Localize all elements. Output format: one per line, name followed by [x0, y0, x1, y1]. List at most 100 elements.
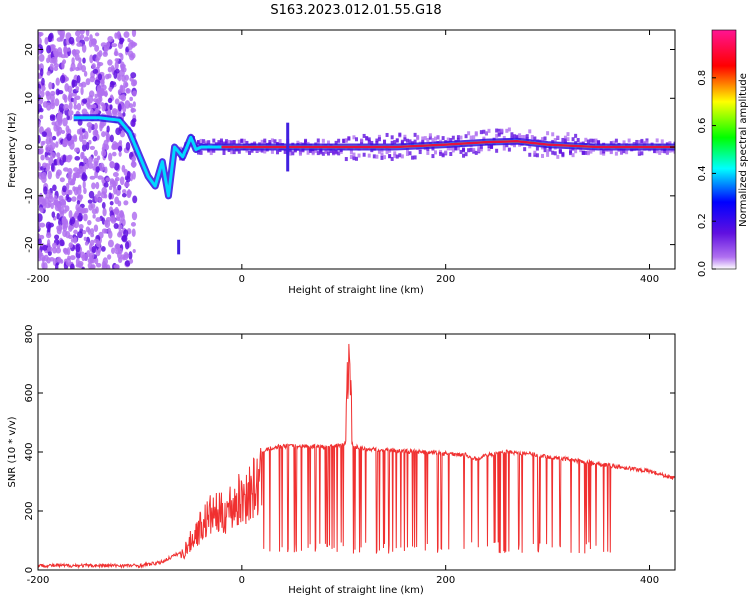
noise-blob — [118, 95, 125, 100]
band-cell — [268, 140, 272, 145]
noise-blob — [117, 184, 122, 191]
noise-blob — [38, 46, 41, 55]
noise-blob — [38, 64, 42, 71]
band-cell — [230, 140, 234, 145]
noise-blob — [102, 207, 107, 217]
band-cell — [400, 154, 404, 159]
band-cell — [512, 134, 516, 139]
spectrogram-xlabel: Height of straight line (km) — [288, 285, 424, 296]
noise-blob — [62, 209, 67, 214]
spectrogram-ytick-label: -20 — [24, 236, 35, 252]
band-cell — [385, 150, 389, 155]
band-cell — [535, 146, 539, 151]
noise-blob — [63, 46, 68, 55]
noise-blob — [58, 224, 63, 232]
band-cell — [497, 132, 501, 137]
band-cell — [558, 149, 562, 154]
noise-blob — [130, 79, 137, 87]
noise-blob — [114, 60, 119, 70]
noise-blob — [130, 52, 136, 59]
noise-blob — [94, 160, 99, 167]
noise-blob — [92, 214, 96, 219]
noise-blob — [52, 242, 57, 249]
noise-blob — [117, 103, 122, 112]
noise-blob — [120, 61, 125, 71]
noise-blob — [100, 42, 107, 48]
noise-blob — [41, 244, 48, 251]
noise-blob — [41, 162, 48, 168]
noise-blob — [55, 141, 59, 148]
band-cell — [390, 156, 394, 161]
noise-blob — [131, 30, 137, 38]
band-cell — [642, 140, 646, 145]
band-cell — [594, 138, 598, 143]
band-cell — [212, 148, 216, 153]
noise-blob — [124, 241, 130, 250]
snr-content — [38, 343, 675, 570]
noise-blob — [82, 180, 86, 190]
noise-blob — [53, 159, 57, 166]
band-cell — [403, 134, 407, 139]
noise-blob — [90, 104, 97, 109]
band-cell — [484, 131, 488, 136]
band-cell — [436, 135, 440, 140]
noise-blob — [121, 74, 126, 82]
noise-blob — [100, 246, 106, 252]
band-cell — [668, 141, 672, 146]
band-cell — [278, 139, 282, 144]
band-cell — [304, 140, 308, 145]
noise-blob — [87, 219, 92, 226]
band-cell — [553, 151, 557, 156]
noise-blob — [103, 194, 108, 199]
noise-blob — [114, 178, 118, 187]
band-cell — [541, 153, 545, 158]
noise-blob — [95, 56, 100, 63]
noise-blob — [114, 244, 119, 252]
band-cell — [179, 146, 183, 151]
band-cell — [459, 135, 463, 140]
noise-blob — [53, 200, 58, 206]
noise-blob — [94, 194, 99, 203]
noise-blob — [91, 182, 96, 190]
noise-blob — [116, 216, 121, 222]
noise-blob — [114, 98, 120, 105]
noise-blob — [109, 200, 114, 206]
band-cell — [298, 151, 302, 156]
band-cell — [426, 137, 430, 142]
noise-blob — [94, 32, 100, 37]
noise-blob — [105, 177, 111, 182]
band-cell — [507, 127, 511, 132]
noise-blob — [73, 167, 79, 172]
noise-blob — [38, 220, 41, 230]
noise-blob — [126, 190, 132, 196]
noise-blob — [50, 44, 56, 50]
band-cell — [663, 149, 667, 154]
band-cell — [390, 140, 394, 145]
noise-blob — [70, 263, 75, 269]
noise-blob — [67, 173, 71, 180]
noise-blob — [46, 70, 51, 76]
band-cell — [362, 133, 366, 138]
snr-ytick-label: 600 — [24, 383, 35, 402]
band-cell — [247, 150, 251, 155]
snr-ylabel: SNR (10 * v/v) — [7, 416, 18, 487]
noise-blob — [38, 93, 41, 101]
noise-blob — [51, 121, 56, 126]
noise-blob — [38, 88, 42, 95]
band-cell — [602, 149, 606, 154]
band-cell — [571, 153, 575, 158]
noise-blob — [62, 93, 67, 101]
snr-series-line — [38, 343, 675, 570]
noise-blob — [81, 172, 87, 180]
noise-blob — [114, 58, 120, 63]
band-cell — [380, 152, 384, 157]
band-cell — [367, 153, 371, 158]
noise-blob — [113, 223, 119, 229]
noise-blob — [62, 247, 68, 254]
noise-blob — [66, 133, 72, 141]
noise-blob — [83, 187, 87, 195]
band-cell — [227, 139, 231, 144]
band-cell — [456, 135, 460, 140]
noise-blob — [121, 164, 126, 173]
noise-blob — [62, 224, 68, 232]
